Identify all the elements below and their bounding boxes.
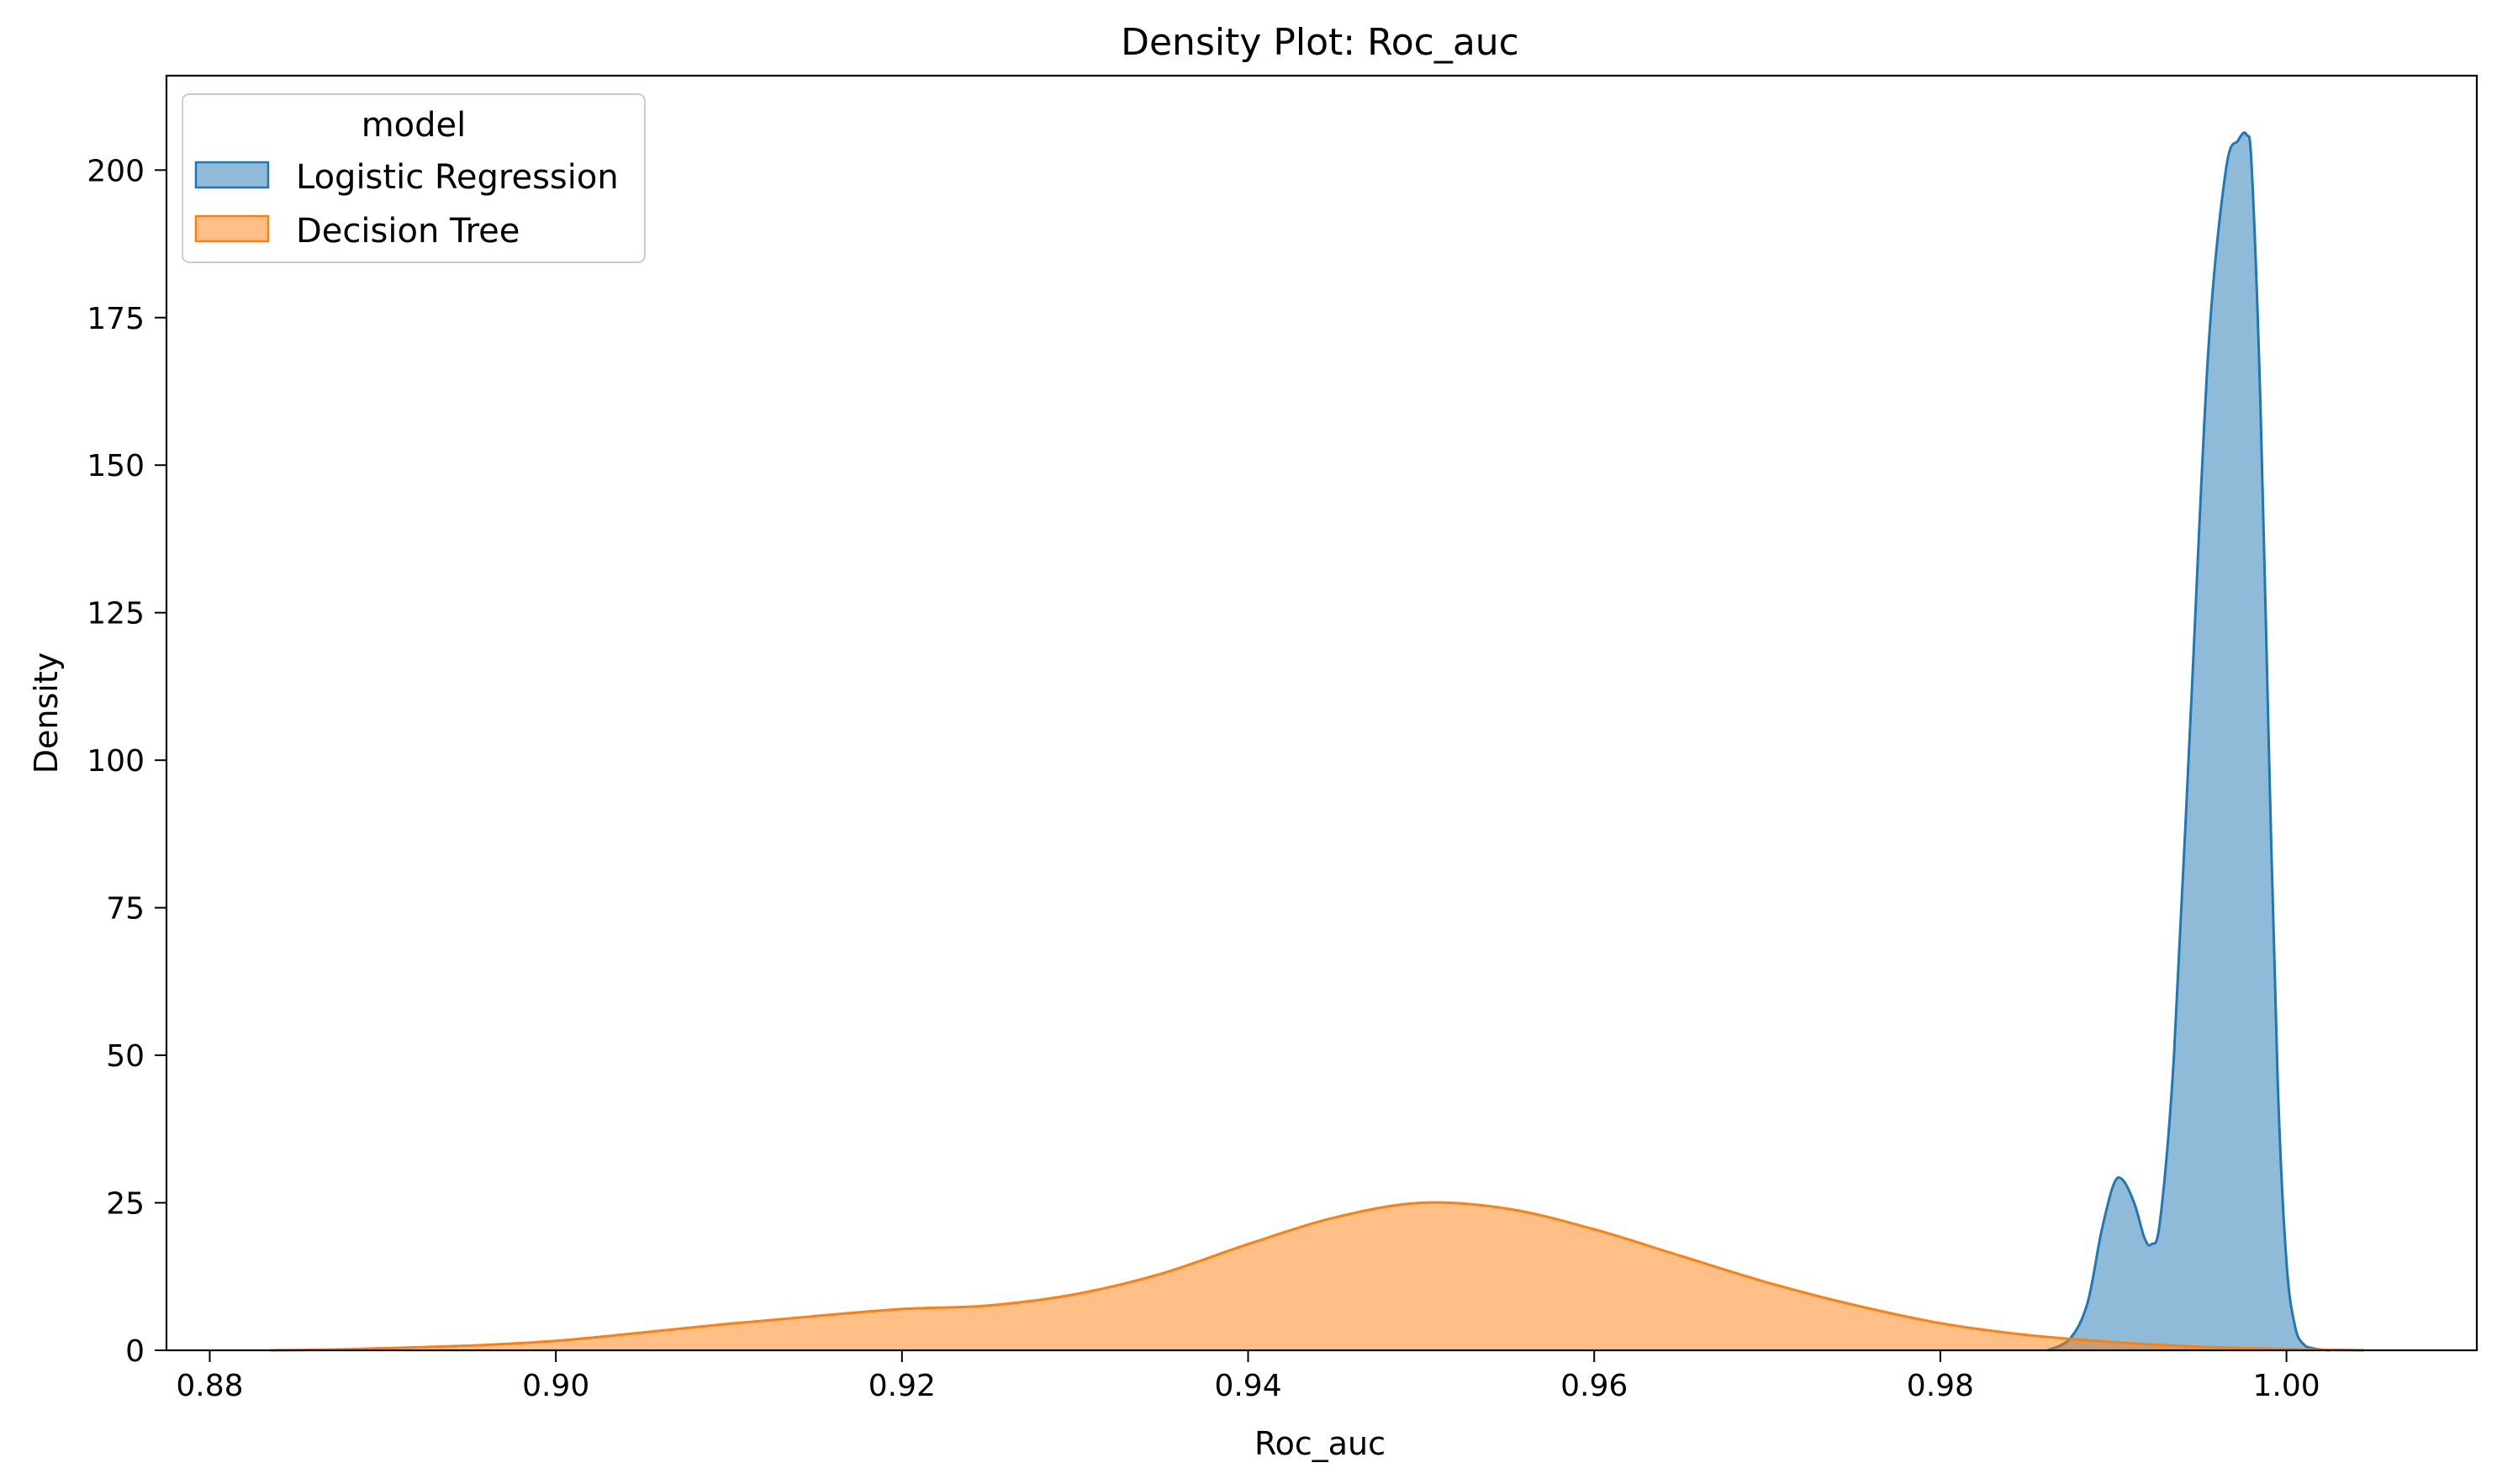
x-axis: 0.88 0.90 0.92 0.94 0.96 0.98 1.00 xyxy=(176,1350,2320,1403)
x-tick-label: 0.92 xyxy=(868,1369,936,1403)
legend-label-decision-tree: Decision Tree xyxy=(296,212,520,251)
y-tick-label: 25 xyxy=(106,1187,145,1222)
x-axis-label: Roc_auc xyxy=(1254,1425,1386,1462)
x-tick-label: 1.00 xyxy=(2252,1369,2320,1403)
density-line-logistic-regression xyxy=(2046,131,2331,1352)
legend-swatch-decision-tree xyxy=(194,214,270,243)
y-axis: 0 25 50 75 100 125 150 175 200 xyxy=(87,154,166,1369)
density-line-decision-tree xyxy=(270,1201,2365,1352)
legend: model Logistic Regression Decision Tree xyxy=(182,93,646,263)
legend-frame xyxy=(182,93,646,263)
chart-title: Density Plot: Roc_auc xyxy=(1121,21,1519,64)
legend-title: model xyxy=(362,106,467,145)
y-tick-label: 0 xyxy=(125,1334,145,1369)
y-tick-label: 200 xyxy=(87,154,145,188)
y-axis-label: Density xyxy=(28,652,65,774)
y-tick-label: 125 xyxy=(87,597,145,631)
plot-frame xyxy=(165,74,2479,1352)
x-tick-label: 0.88 xyxy=(176,1369,243,1403)
y-tick-label: 100 xyxy=(87,744,145,779)
y-tick-label: 75 xyxy=(106,892,145,927)
x-tick-label: 0.94 xyxy=(1214,1369,1281,1403)
x-tick-label: 0.90 xyxy=(522,1369,589,1403)
y-tick-label: 150 xyxy=(87,449,145,483)
legend-label-logistic-regression: Logistic Regression xyxy=(296,158,619,197)
legend-swatch-logistic-regression xyxy=(194,161,270,189)
series-layer xyxy=(270,131,2365,1352)
y-tick-label: 175 xyxy=(87,302,145,336)
y-tick-label: 50 xyxy=(106,1039,145,1074)
density-area-decision-tree xyxy=(270,1202,2365,1350)
density-area-logistic-regression xyxy=(2047,132,2330,1351)
x-tick-label: 0.98 xyxy=(1907,1369,1974,1403)
x-tick-label: 0.96 xyxy=(1560,1369,1628,1403)
